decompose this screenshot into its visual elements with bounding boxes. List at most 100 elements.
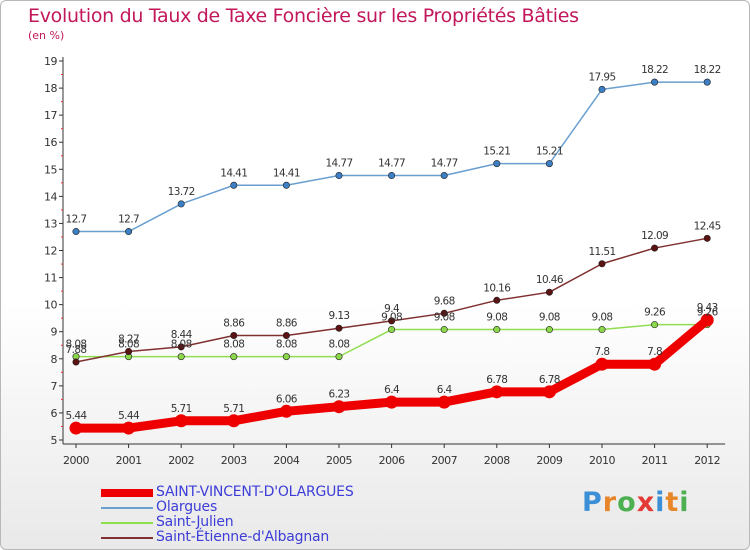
y-tick-label: 15: [44, 163, 57, 176]
x-tick-label: 2012: [694, 454, 720, 467]
x-tick-label: 2002: [168, 454, 194, 467]
series-point-3: [125, 347, 133, 355]
y-tick-label: 19: [44, 55, 57, 68]
series-point-2: [335, 353, 343, 361]
series-point-1: [651, 78, 659, 86]
series-point-3: [493, 296, 501, 304]
data-label: 14.41: [220, 167, 247, 179]
series-point-3: [388, 317, 396, 325]
series-point-0: [490, 385, 504, 399]
data-label: 9.08: [486, 312, 507, 324]
logo-letter: o: [617, 487, 637, 518]
series-point-3: [230, 332, 238, 340]
series-point-0: [595, 357, 609, 371]
series-point-2: [651, 321, 659, 329]
data-label: 7.8: [647, 346, 662, 358]
legend-label: Saint-Julien: [156, 514, 234, 530]
series-point-1: [230, 181, 238, 189]
series-point-2: [388, 326, 396, 334]
data-label: 7.8: [595, 346, 610, 358]
series-point-1: [125, 228, 133, 236]
series-point-3: [440, 309, 448, 317]
data-label: 8.08: [66, 339, 87, 351]
data-label: 9.13: [329, 310, 350, 322]
series-point-2: [493, 326, 501, 334]
data-label: 13.72: [168, 186, 195, 198]
series-point-1: [493, 160, 501, 168]
series-point-0: [69, 421, 83, 435]
series-point-0: [542, 385, 556, 399]
series-point-2: [282, 353, 290, 361]
series-point-3: [651, 244, 659, 252]
y-tick-label: 17: [44, 109, 57, 122]
data-label: 6.78: [486, 374, 507, 386]
data-label: 11.51: [588, 246, 615, 258]
data-label: 7.88: [66, 344, 87, 356]
series-point-2: [440, 326, 448, 334]
legend-swatch: [101, 537, 153, 539]
series-point-3: [282, 332, 290, 340]
series-point-0: [437, 395, 451, 409]
series-point-0: [174, 414, 188, 428]
data-label: 8.08: [329, 339, 350, 351]
legend-label: Saint-Étienne-d'Albagnan: [156, 529, 330, 545]
series-point-3: [598, 260, 606, 268]
logo-letter: r: [602, 487, 618, 518]
series-point-1: [388, 172, 396, 180]
legend-swatch: [101, 489, 153, 497]
data-label: 12.09: [641, 230, 668, 242]
y-tick-label: 12: [44, 245, 57, 258]
data-label: 15.21: [483, 146, 510, 158]
x-tick-label: 2004: [273, 454, 299, 467]
data-label: 10.46: [536, 274, 564, 286]
data-label: 6.23: [329, 389, 350, 401]
legend-label: SAINT-VINCENT-D'OLARGUES: [156, 484, 354, 500]
logo-letter: P: [582, 487, 603, 518]
series-point-1: [703, 78, 711, 86]
y-tick-label: 13: [44, 217, 57, 230]
data-label: 5.44: [66, 410, 88, 422]
data-label: 8.86: [223, 318, 245, 330]
series-point-1: [545, 160, 553, 168]
data-label: 5.71: [223, 403, 244, 415]
series-point-0: [279, 404, 293, 418]
data-label: 8.27: [118, 333, 139, 345]
series-point-3: [545, 288, 553, 296]
data-label: 9.26: [697, 307, 719, 319]
legend-swatch: [101, 522, 153, 524]
data-label: 9.08: [592, 312, 613, 324]
logo-letter: i: [655, 487, 666, 518]
series-point-0: [227, 414, 241, 428]
series-point-1: [72, 228, 80, 236]
series-point-2: [545, 326, 553, 334]
y-tick-label: 6: [51, 407, 58, 420]
data-label: 8.08: [276, 339, 297, 351]
chart-title: Evolution du Taux de Taxe Foncière sur l…: [28, 5, 579, 27]
data-label: 14.77: [431, 158, 458, 170]
data-label: 18.22: [694, 64, 721, 76]
series-point-0: [332, 400, 346, 414]
y-tick-label: 9: [51, 326, 58, 339]
series-point-0: [122, 421, 136, 435]
data-label: 9.68: [434, 295, 455, 307]
data-label: 9.4: [384, 303, 400, 315]
series-point-1: [440, 172, 448, 180]
y-tick-label: 14: [44, 190, 57, 203]
x-tick-label: 2001: [116, 454, 142, 467]
data-label: 12.7: [118, 214, 139, 226]
x-tick-label: 2009: [536, 454, 562, 467]
proxiti-logo: Proxiti: [582, 487, 690, 518]
x-tick-label: 2008: [484, 454, 510, 467]
data-label: 9.08: [434, 312, 455, 324]
series-point-0: [385, 395, 399, 409]
x-tick-label: 2005: [326, 454, 352, 467]
data-label: 6.06: [276, 393, 298, 405]
series-point-0: [648, 357, 662, 371]
chart-subtitle: (en %): [28, 29, 65, 42]
series-point-3: [335, 324, 343, 332]
data-label: 6.4: [384, 384, 400, 396]
series-point-2: [177, 353, 185, 361]
x-tick-label: 2003: [221, 454, 247, 467]
